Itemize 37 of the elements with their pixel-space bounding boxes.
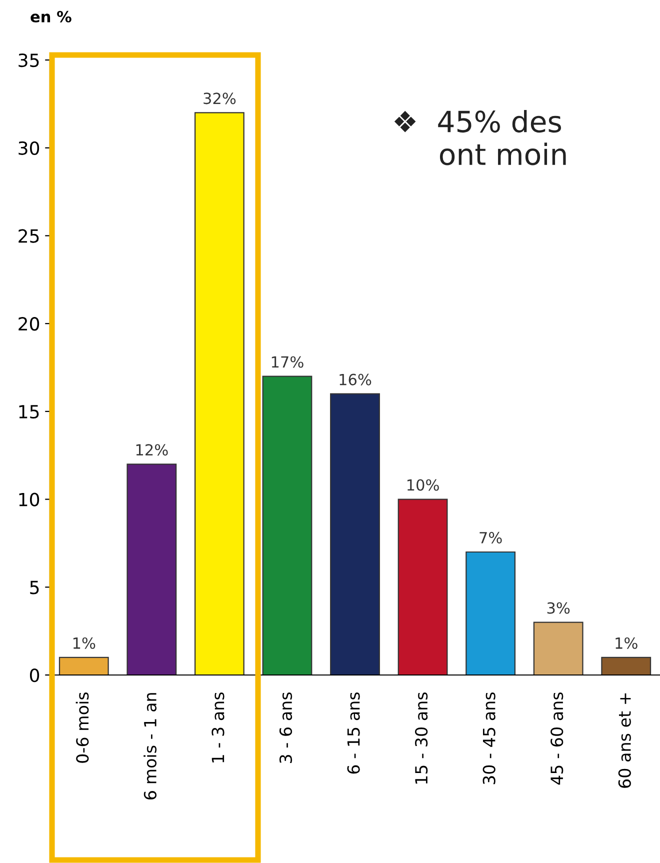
y-tick-label: 25 bbox=[18, 229, 39, 243]
y-tick-label: 0 bbox=[30, 668, 40, 682]
data-label: 32% bbox=[204, 92, 236, 104]
bar bbox=[601, 656, 652, 675]
x-tick-label: 6 - 15 ans bbox=[347, 692, 360, 774]
bar bbox=[466, 551, 516, 675]
y-tick-label: 30 bbox=[18, 141, 40, 155]
y-tick-label: 10 bbox=[19, 492, 40, 506]
x-tick-label: 6 mois - 1 an bbox=[144, 693, 157, 800]
bar bbox=[58, 656, 109, 675]
data-label: 1% bbox=[73, 637, 96, 649]
bar bbox=[262, 376, 312, 675]
y-tick-label: 35 bbox=[18, 53, 39, 68]
data-label: 10% bbox=[407, 479, 439, 491]
y-axis-title: en % bbox=[30, 10, 72, 22]
data-label: 7% bbox=[480, 532, 502, 544]
bar bbox=[398, 498, 448, 675]
y-tick-label: 15 bbox=[19, 405, 39, 419]
bar bbox=[126, 464, 177, 675]
x-tick-label: 30 - 45 ans bbox=[482, 692, 496, 784]
x-tick-label: 3 - 6 ans bbox=[279, 692, 292, 763]
bar bbox=[194, 112, 244, 675]
data-label: 17% bbox=[272, 356, 304, 368]
bar bbox=[330, 393, 380, 675]
data-label: 12% bbox=[136, 444, 168, 456]
x-tick-label: 1 - 3 ans bbox=[212, 692, 224, 762]
bar bbox=[533, 622, 584, 675]
data-label: 1% bbox=[616, 637, 638, 649]
y-tick-label: 5 bbox=[30, 580, 39, 594]
x-tick-label: 45 - 60 ans bbox=[550, 692, 564, 785]
x-tick-label: 0-6 mois bbox=[76, 692, 89, 763]
data-label: 3% bbox=[547, 602, 570, 614]
data-label: 16% bbox=[340, 374, 372, 386]
x-tick-label: 60 ans et + bbox=[618, 693, 631, 788]
annotation: ❖ 45% des ont moin bbox=[394, 110, 566, 166]
y-tick-label: 20 bbox=[18, 317, 40, 331]
x-tick-label: 15 - 30 ans bbox=[415, 692, 428, 784]
